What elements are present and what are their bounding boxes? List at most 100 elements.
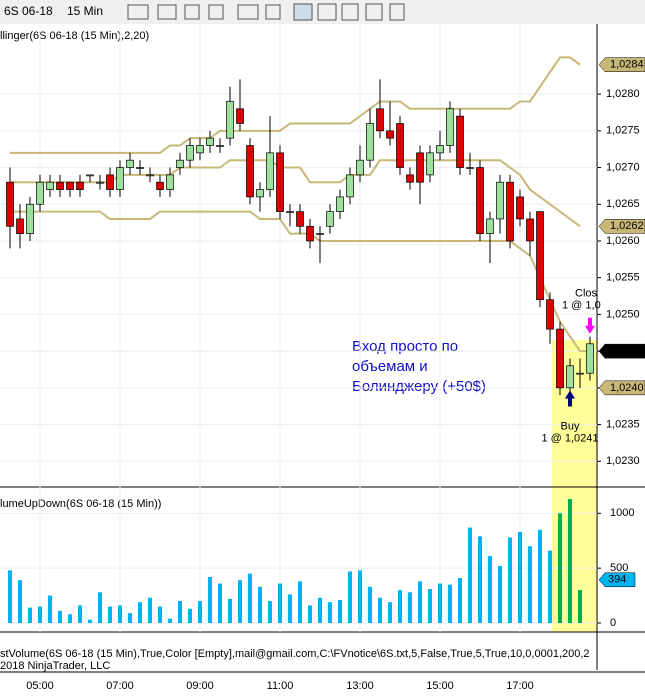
candle-body (396, 123, 404, 168)
strategy-label: stVolume(6S 06-18 (15 Min),True,Color [E… (0, 648, 590, 660)
volume-bar (168, 618, 172, 623)
trade-text: 1 @ 1,0241 (541, 432, 598, 444)
candle-body (496, 181, 504, 220)
volume-bar (368, 586, 372, 623)
x-tick-label: 15:00 (426, 680, 454, 692)
trade-label: Clos (575, 288, 598, 300)
candle-body (286, 211, 294, 213)
volume-bar (238, 580, 242, 623)
volume-bar (78, 605, 82, 623)
copyright: 2018 NinjaTrader, LLC (0, 660, 110, 672)
volume-bar (258, 586, 262, 623)
volume-bar (58, 610, 62, 623)
toolbar-icons (127, 3, 405, 21)
candle-body (106, 174, 114, 190)
volume-bar (298, 581, 302, 623)
volume-bar (408, 592, 412, 623)
x-tick-label: 09:00 (186, 680, 214, 692)
candle-body (346, 174, 354, 198)
candle-body (176, 159, 184, 168)
volume-bar (48, 595, 52, 623)
candle-button[interactable] (317, 3, 337, 21)
cursor-button[interactable] (237, 4, 259, 20)
price-panel-title: llinger(6S 06-18 (15 Min),2,20) (0, 30, 149, 42)
volume-marker (598, 572, 636, 588)
candle-body (546, 299, 554, 330)
candle-body (376, 108, 384, 132)
instrument-selector[interactable]: 6S 06-18 (4, 4, 53, 18)
volume-bar (568, 499, 572, 623)
annotation: Болинджеру (+50$) (352, 378, 486, 395)
candle-body (196, 145, 204, 154)
trade-arrow (585, 317, 595, 334)
volume-bar (118, 605, 122, 623)
annotation: Вход просто по (352, 338, 458, 355)
volume-bar (8, 570, 12, 623)
volume-bar (578, 590, 582, 623)
candle-body (516, 196, 524, 220)
interval-selector[interactable]: 15 Min (67, 4, 103, 18)
bar-style-button[interactable] (127, 4, 149, 20)
candle-body (226, 101, 234, 139)
y-tick-label: 1,0280 (606, 88, 640, 100)
zoom-in-button[interactable] (184, 4, 200, 20)
volume-bar (318, 597, 322, 623)
candle-body (366, 123, 374, 161)
candle-body (136, 167, 144, 169)
candle-body (186, 145, 194, 161)
candle-body (356, 159, 364, 176)
candle-body (556, 328, 564, 389)
candle-body (56, 181, 64, 190)
price-marker-label: 1,0245 (610, 345, 644, 357)
strategy-button[interactable] (365, 3, 383, 21)
candle-body (116, 167, 124, 190)
candle-body (126, 159, 134, 168)
volume-bar (88, 619, 92, 623)
candle-body (276, 152, 284, 212)
candle-body (326, 211, 334, 227)
volume-bar (158, 606, 162, 623)
candle-body (166, 174, 174, 190)
y-tick-label: 1,0250 (606, 308, 640, 320)
volume-bar (68, 614, 72, 623)
zoom-out-button[interactable] (208, 4, 224, 20)
volume-bar (148, 597, 152, 623)
volume-bar (398, 590, 402, 623)
volume-bar (208, 576, 212, 623)
volume-bar (218, 583, 222, 623)
y-tick-label: 1,0265 (606, 198, 640, 210)
volume-bar (348, 571, 352, 623)
volume-bar (128, 613, 132, 623)
candle-body (76, 181, 84, 190)
candle-body (86, 174, 94, 177)
indicator-button[interactable] (341, 3, 359, 21)
price-marker-label: 1,0240 (610, 382, 644, 394)
y-tick-label: 1,0230 (606, 455, 640, 467)
price-marker-label: 1,0284 (610, 59, 644, 71)
volume-bar (228, 598, 232, 623)
y-tick-label: 1,0235 (606, 418, 640, 430)
properties-button[interactable] (265, 4, 281, 20)
volume-bar (518, 531, 522, 623)
candle-body (446, 108, 454, 146)
price-marker-label: 1,0262 (610, 220, 644, 232)
candle-body (526, 218, 534, 242)
volume-bar (448, 584, 452, 623)
volume-panel-title: lumeUpDown(6S 06-18 (15 Min)) (0, 498, 161, 510)
volume-bar (538, 529, 542, 623)
draw-button[interactable] (157, 4, 177, 20)
candle-body (306, 225, 314, 242)
candle-body (36, 181, 44, 205)
y-tick-label: 1,0260 (606, 235, 640, 247)
chart-style-button[interactable] (293, 3, 313, 21)
candle-body (586, 343, 594, 374)
volume-bar (338, 599, 342, 623)
candle-body (6, 181, 14, 227)
candle-body (16, 218, 24, 234)
price-marker (598, 343, 645, 359)
data-box-button[interactable] (389, 3, 405, 21)
trade-arrow (565, 390, 575, 407)
candle-body (506, 181, 514, 242)
candle-body (246, 145, 254, 198)
